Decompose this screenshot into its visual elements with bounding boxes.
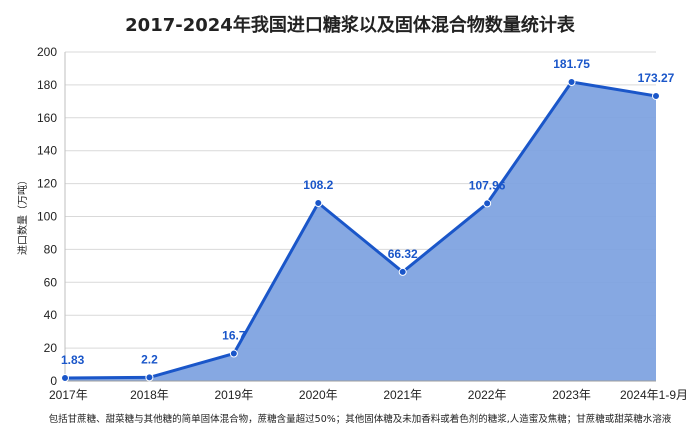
series-line [64,80,657,380]
y-axis-ticks: 0 20 40 60 80 100 120 140 160 180 200 [37,45,57,388]
data-label: 108.2 [303,178,333,192]
x-tick-label: 2021年 [383,388,422,402]
data-label: 16.7 [222,329,246,343]
chart-title: 2017-2024年我国进口糖浆以及固体混合物数量统计表 [125,14,576,36]
y-tick-label: 0 [50,374,57,388]
y-tick-label: 60 [44,275,58,289]
data-label: 181.75 [553,57,590,71]
y-tick-label: 80 [44,242,58,256]
area-series [64,80,657,382]
y-tick-label: 120 [37,177,57,191]
data-points [61,78,660,382]
data-point [483,199,492,208]
data-point [652,91,660,100]
data-point [314,199,323,208]
y-tick-label: 100 [37,210,57,224]
y-tick-label: 160 [37,111,57,125]
x-tick-label: 2020年 [299,388,338,402]
x-tick-label: 2023年 [552,388,591,402]
area-fill [65,82,656,382]
data-label: 2.2 [141,352,158,366]
footnote: 包括甘蔗糖、甜菜糖与其他糖的简单固体混合物，蔗糖含量超过50%；其他固体糖及未加… [49,413,672,425]
data-labels: 1.83 2.2 16.7 108.2 66.32 107.96 181.75 173.27 [61,57,675,367]
data-point [398,267,407,276]
data-point [567,78,576,87]
data-label: 66.32 [388,247,418,261]
x-axis-ticks: 2017年 2018年 2019年 2020年 2021年 2022年 2023年 2024年… [49,388,688,402]
y-tick-label: 180 [37,78,57,92]
data-point [61,373,69,382]
x-tick-label: 2017年 [49,388,88,402]
y-tick-label: 140 [37,144,57,158]
data-label: 173.27 [638,71,675,85]
y-tick-label: 20 [44,341,58,355]
y-axis-label: 进口数量（万吨） [16,175,29,255]
x-tick-label: 2024年1-9月 [620,388,688,402]
data-label: 1.83 [61,353,85,367]
data-label: 107.96 [469,178,506,192]
x-tick-label: 2019年 [215,388,254,402]
y-tick-label: 200 [37,45,57,59]
data-point [145,373,154,382]
data-point [229,349,238,358]
x-tick-label: 2022年 [468,388,507,402]
y-tick-label: 40 [44,308,58,322]
x-tick-label: 2018年 [130,388,169,402]
